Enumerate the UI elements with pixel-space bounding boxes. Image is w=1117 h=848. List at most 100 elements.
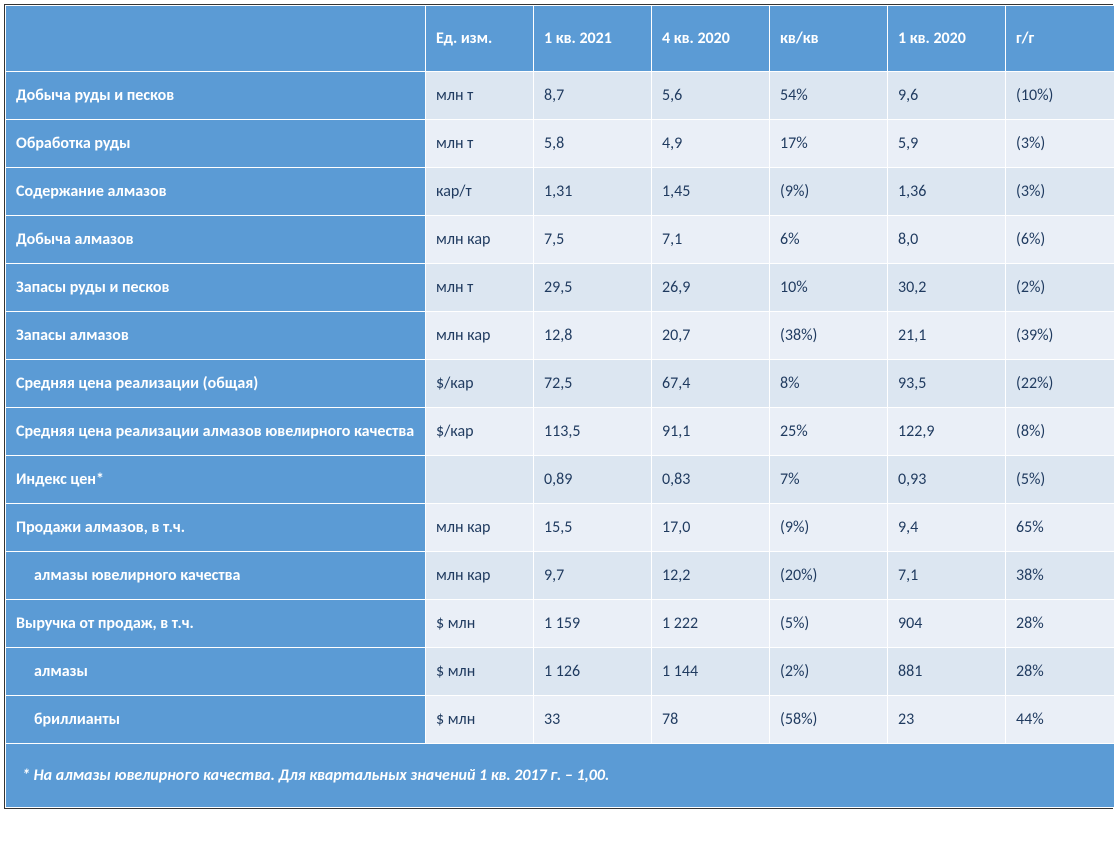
cell: (2%) xyxy=(770,648,888,696)
cell: (3%) xyxy=(1006,120,1115,168)
table-row: алмазы ювелирного качествамлн кар9,712,2… xyxy=(6,552,1115,600)
cell: кар/т xyxy=(426,168,534,216)
cell: 8,7 xyxy=(534,72,652,120)
cell: 113,5 xyxy=(534,408,652,456)
col-header-q1-2021: 1 кв. 2021 xyxy=(534,6,652,72)
cell: млн кар xyxy=(426,504,534,552)
cell: 15,5 xyxy=(534,504,652,552)
row-label: Индекс цен* xyxy=(6,456,426,504)
cell: 67,4 xyxy=(652,360,770,408)
table-row: бриллианты$ млн3378(58%)2344% xyxy=(6,696,1115,744)
cell: 9,6 xyxy=(888,72,1006,120)
table-footnote: * На алмазы ювелирного качества. Для ква… xyxy=(6,744,1115,808)
cell: $/кар xyxy=(426,360,534,408)
cell: 5,6 xyxy=(652,72,770,120)
cell: 7,1 xyxy=(888,552,1006,600)
cell: 1 222 xyxy=(652,600,770,648)
cell: 7% xyxy=(770,456,888,504)
col-header-blank xyxy=(6,6,426,72)
cell: млн т xyxy=(426,264,534,312)
row-label: бриллианты xyxy=(6,696,426,744)
cell: 0,93 xyxy=(888,456,1006,504)
data-table: Ед. изм. 1 кв. 2021 4 кв. 2020 кв/кв 1 к… xyxy=(5,5,1115,808)
cell: 1,36 xyxy=(888,168,1006,216)
cell: 5,9 xyxy=(888,120,1006,168)
cell: 4,9 xyxy=(652,120,770,168)
row-label: Добыча руды и песков xyxy=(6,72,426,120)
cell: 30,2 xyxy=(888,264,1006,312)
cell: 0,89 xyxy=(534,456,652,504)
cell: 881 xyxy=(888,648,1006,696)
cell: 9,7 xyxy=(534,552,652,600)
cell: (38%) xyxy=(770,312,888,360)
cell: (5%) xyxy=(1006,456,1115,504)
row-label: Продажи алмазов, в т.ч. xyxy=(6,504,426,552)
table-row: Средняя цена реализации (общая)$/кар72,5… xyxy=(6,360,1115,408)
table-header: Ед. изм. 1 кв. 2021 4 кв. 2020 кв/кв 1 к… xyxy=(6,6,1115,72)
cell: 0,83 xyxy=(652,456,770,504)
cell: млн кар xyxy=(426,216,534,264)
cell: (39%) xyxy=(1006,312,1115,360)
cell: млн кар xyxy=(426,552,534,600)
cell: 38% xyxy=(1006,552,1115,600)
table-row: Индекс цен* 0,890,837%0,93(5%) xyxy=(6,456,1115,504)
cell: 17% xyxy=(770,120,888,168)
cell: 78 xyxy=(652,696,770,744)
cell: 12,2 xyxy=(652,552,770,600)
cell: 44% xyxy=(1006,696,1115,744)
row-label: Средняя цена реализации (общая) xyxy=(6,360,426,408)
row-label: Добыча алмазов xyxy=(6,216,426,264)
cell: 122,9 xyxy=(888,408,1006,456)
col-header-yoy: г/г xyxy=(1006,6,1115,72)
cell: (9%) xyxy=(770,504,888,552)
cell: 7,5 xyxy=(534,216,652,264)
cell: 21,1 xyxy=(888,312,1006,360)
cell: 10% xyxy=(770,264,888,312)
cell: (5%) xyxy=(770,600,888,648)
cell: 8% xyxy=(770,360,888,408)
cell: 91,1 xyxy=(652,408,770,456)
row-label: Средняя цена реализации алмазов ювелирно… xyxy=(6,408,426,456)
row-label: Выручка от продаж, в т.ч. xyxy=(6,600,426,648)
row-label: Запасы руды и песков xyxy=(6,264,426,312)
row-label: Запасы алмазов xyxy=(6,312,426,360)
table-row: алмазы$ млн1 1261 144(2%)88128% xyxy=(6,648,1115,696)
table-row: Продажи алмазов, в т.ч.млн кар15,517,0(9… xyxy=(6,504,1115,552)
table-body: Добыча руды и песковмлн т8,75,654%9,6(10… xyxy=(6,72,1115,744)
cell: 6% xyxy=(770,216,888,264)
data-table-container: Ед. изм. 1 кв. 2021 4 кв. 2020 кв/кв 1 к… xyxy=(4,4,1113,809)
table-row: Запасы алмазовмлн кар12,820,7(38%)21,1(3… xyxy=(6,312,1115,360)
col-header-unit: Ед. изм. xyxy=(426,6,534,72)
table-row: Добыча руды и песковмлн т8,75,654%9,6(10… xyxy=(6,72,1115,120)
cell: 28% xyxy=(1006,648,1115,696)
cell: млн кар xyxy=(426,312,534,360)
cell: (20%) xyxy=(770,552,888,600)
cell: 72,5 xyxy=(534,360,652,408)
row-label: Обработка руды xyxy=(6,120,426,168)
cell: $ млн xyxy=(426,696,534,744)
cell: 93,5 xyxy=(888,360,1006,408)
cell: 25% xyxy=(770,408,888,456)
cell: (2%) xyxy=(1006,264,1115,312)
cell: 1 159 xyxy=(534,600,652,648)
cell: $ млн xyxy=(426,648,534,696)
cell: млн т xyxy=(426,72,534,120)
cell: 28% xyxy=(1006,600,1115,648)
cell: 8,0 xyxy=(888,216,1006,264)
col-header-qoq: кв/кв xyxy=(770,6,888,72)
row-label: Содержание алмазов xyxy=(6,168,426,216)
cell: (9%) xyxy=(770,168,888,216)
cell: 20,7 xyxy=(652,312,770,360)
cell: 5,8 xyxy=(534,120,652,168)
cell: (8%) xyxy=(1006,408,1115,456)
cell: (3%) xyxy=(1006,168,1115,216)
cell: (10%) xyxy=(1006,72,1115,120)
cell: 1,45 xyxy=(652,168,770,216)
cell: (6%) xyxy=(1006,216,1115,264)
cell: 9,4 xyxy=(888,504,1006,552)
cell: (58%) xyxy=(770,696,888,744)
cell: $ млн xyxy=(426,600,534,648)
col-header-q4-2020: 4 кв. 2020 xyxy=(652,6,770,72)
cell: 1,31 xyxy=(534,168,652,216)
row-label: алмазы xyxy=(6,648,426,696)
